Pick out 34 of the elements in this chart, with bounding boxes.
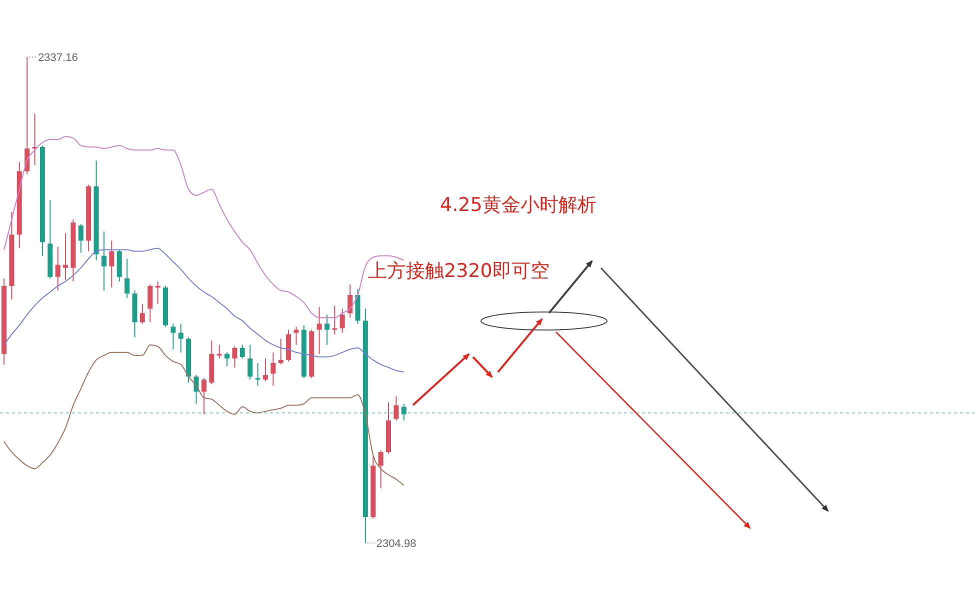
candlestick <box>124 258 130 299</box>
candlestick <box>216 344 222 359</box>
candlestick <box>378 450 384 489</box>
candlestick <box>262 358 268 382</box>
candlestick <box>340 308 345 334</box>
candlestick <box>278 338 284 365</box>
candlestick <box>140 304 145 324</box>
annotation: 上方接触2320即可空 <box>368 260 550 282</box>
candlestick <box>232 346 238 368</box>
candlestick <box>316 306 322 354</box>
candlestick <box>224 352 230 366</box>
annotation: 2337.16 <box>38 52 78 64</box>
candlestick <box>78 224 84 254</box>
candlestick <box>332 305 338 335</box>
candlestick <box>270 352 276 386</box>
candlestick <box>155 280 160 305</box>
candlestick <box>63 232 68 280</box>
candlestick <box>248 344 253 380</box>
candlestick <box>255 362 260 386</box>
candlestick <box>109 240 114 288</box>
candlestick <box>101 231 106 291</box>
candlestick <box>201 378 206 415</box>
candlestick <box>178 323 184 353</box>
candlestick <box>170 323 176 350</box>
candlestick <box>324 314 330 346</box>
candlestick <box>401 403 406 421</box>
candlestick <box>148 284 153 323</box>
candlestick <box>294 326 299 346</box>
candlestick <box>55 246 60 291</box>
candlestick <box>394 396 399 421</box>
text: 4.25黄金小时解析 <box>440 194 596 216</box>
annotation: 2304.98 <box>376 538 416 550</box>
candlestick <box>240 344 245 359</box>
candlestick <box>348 284 353 318</box>
